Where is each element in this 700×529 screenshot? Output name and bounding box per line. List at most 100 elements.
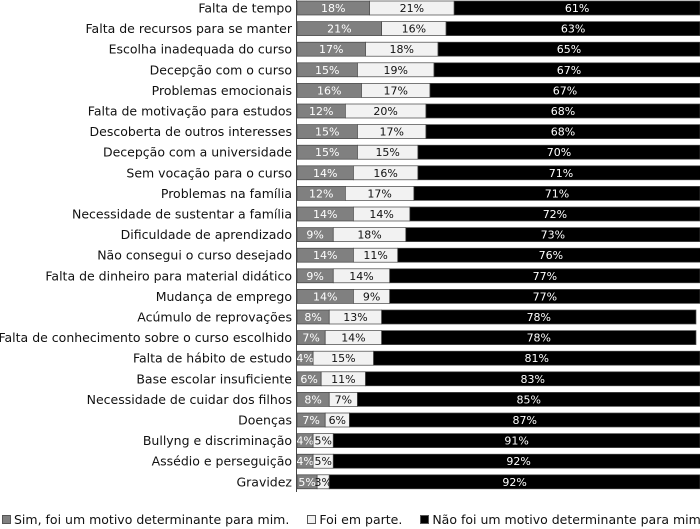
stacked-bar-chart: Falta de tempo Falta de recursos para se … — [0, 0, 700, 492]
legend-label-sim: Sim, foi um motivo determinante para mim… — [14, 511, 290, 527]
bar-segment-nao — [332, 433, 700, 448]
category-label: Descoberta de outros interesses — [90, 124, 292, 139]
bar-area: 18% 21% 61% 21% 16% 63% 17% 18% 65% 15% 19% 67% 16% 1… — [296, 0, 700, 490]
data-label-em-parte: 14% — [349, 270, 373, 283]
data-label-nao: 68% — [551, 126, 575, 139]
category-label: Problemas emocionais — [152, 83, 292, 98]
data-label-sim: 14% — [313, 167, 337, 180]
data-label-sim: 12% — [309, 187, 333, 200]
bar-segment-nao — [413, 186, 700, 201]
category-label: Falta de motivação para estudos — [88, 104, 292, 119]
data-label-sim: 9% — [306, 270, 323, 283]
bar-segment-nao — [417, 165, 700, 181]
data-label-nao: 91% — [504, 435, 528, 448]
category-label: Falta de conhecimento sobre o curso esco… — [0, 330, 292, 345]
bar-segment-nao — [425, 124, 700, 139]
data-label-em-parte: 21% — [400, 2, 424, 15]
legend-item-em-parte: Foi em parte. — [307, 512, 402, 527]
data-label-nao: 71% — [549, 167, 573, 180]
data-label-em-parte: 18% — [357, 229, 381, 242]
data-label-nao: 63% — [561, 23, 585, 36]
data-label-sim: 16% — [317, 84, 341, 97]
data-label-sim: 18% — [321, 2, 345, 15]
data-label-nao: 73% — [541, 229, 565, 242]
data-label-sim: 14% — [313, 208, 337, 221]
category-label: Não consegui o curso desejado — [97, 248, 292, 263]
data-label-em-parte: 5% — [314, 435, 331, 448]
bar-segment-nao — [332, 453, 700, 469]
bar-segment-nao — [381, 330, 697, 345]
legend-swatch-nao — [420, 514, 430, 524]
category-label: Decepção com o curso — [150, 62, 292, 77]
data-label-sim: 4% — [296, 435, 313, 448]
data-label-nao: 78% — [527, 311, 551, 324]
data-label-nao: 92% — [506, 455, 530, 468]
data-label-nao: 77% — [533, 270, 557, 283]
data-label-em-parte: 18% — [390, 43, 414, 56]
category-label: Assédio e perseguição — [152, 454, 292, 469]
data-label-nao: 76% — [539, 249, 563, 262]
data-label-sim: 6% — [300, 373, 317, 386]
category-label: Gravidez — [236, 474, 292, 489]
data-label-em-parte: 5% — [314, 455, 331, 468]
data-label-em-parte: 6% — [329, 414, 346, 427]
data-label-sim: 12% — [309, 105, 333, 118]
data-label-sim: 7% — [302, 332, 319, 345]
bar-segment-nao — [328, 474, 700, 490]
data-label-em-parte: 17% — [384, 84, 408, 97]
data-label-sim: 4% — [296, 352, 313, 365]
data-label-sim: 8% — [304, 311, 321, 324]
data-label-em-parte: 19% — [384, 64, 408, 77]
bar-segment-nao — [389, 268, 700, 284]
data-label-nao: 61% — [565, 2, 589, 15]
data-label-em-parte: 15% — [375, 146, 399, 159]
category-label: Necessidade de cuidar dos filhos — [87, 392, 292, 407]
data-label-nao: 83% — [521, 373, 545, 386]
data-label-nao: 68% — [551, 105, 575, 118]
category-label: Falta de recursos para se manter — [86, 21, 293, 36]
data-label-nao: 81% — [525, 352, 549, 365]
data-label-nao: 71% — [545, 187, 569, 200]
data-label-nao: 72% — [543, 208, 567, 221]
legend-item-nao: Não foi um motivo determinante para mim. — [420, 512, 700, 527]
data-label-sim: 4% — [296, 455, 313, 468]
category-label: Doenças — [238, 413, 292, 428]
data-label-nao: 65% — [557, 43, 581, 56]
category-label: Sem vocação para o curso — [126, 165, 292, 180]
data-label-em-parte: 15% — [331, 352, 355, 365]
category-label: Dificuldade de aprendizado — [121, 227, 292, 242]
data-label-em-parte: 20% — [373, 105, 397, 118]
category-label: Decepção com a universidade — [103, 145, 292, 160]
data-label-em-parte: 13% — [343, 311, 367, 324]
category-label: Escolha inadequada do curso — [109, 42, 292, 57]
category-label: Falta de dinheiro para material didático — [45, 268, 292, 283]
bar-segment-nao — [373, 350, 700, 366]
legend-item-sim: Sim, foi um motivo determinante para mim… — [2, 512, 289, 527]
data-label-sim: 21% — [327, 23, 351, 36]
data-label-sim: 5% — [298, 476, 315, 489]
category-label: Bullyng e discriminação — [143, 433, 292, 448]
data-label-sim: 15% — [315, 64, 339, 77]
bar-segment-nao — [429, 83, 700, 98]
legend-swatch-sim — [2, 514, 11, 524]
category-label: Necessidade de sustentar a família — [72, 207, 292, 222]
category-label: Acúmulo de reprovações — [137, 310, 292, 325]
data-label-sim: 9% — [306, 229, 323, 242]
legend: Sim, foi um motivo determinante para mim… — [0, 509, 700, 529]
bar-segment-nao — [365, 371, 700, 387]
category-label: Problemas na família — [161, 186, 292, 201]
data-label-em-parte: 3% — [314, 476, 331, 489]
data-label-em-parte: 11% — [331, 373, 355, 386]
bar-segment-nao — [425, 103, 700, 119]
bar-segment-nao — [389, 289, 700, 304]
data-label-sim: 8% — [304, 393, 321, 406]
data-label-em-parte: 11% — [363, 249, 387, 262]
bar-segment-nao — [433, 62, 700, 78]
legend-swatch-em-parte — [307, 514, 317, 524]
category-label: Mudança de emprego — [156, 289, 292, 304]
bar-segment-nao — [397, 247, 700, 263]
legend-label-nao: Não foi um motivo determinante para mim. — [432, 511, 700, 527]
data-label-em-parte: 17% — [379, 126, 403, 139]
data-label-nao: 67% — [553, 84, 577, 97]
bar-segment-nao — [381, 309, 697, 325]
